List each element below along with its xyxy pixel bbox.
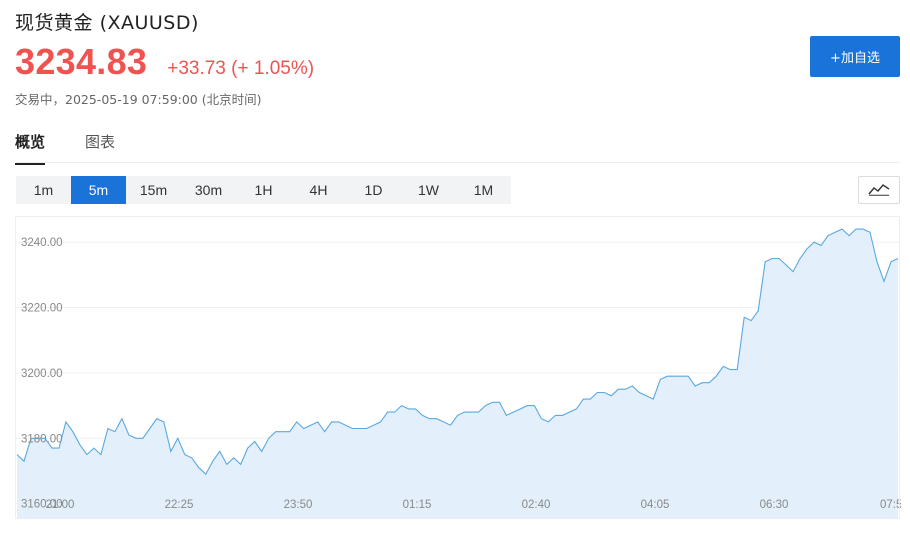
line-chart-icon — [868, 181, 890, 200]
tab-divider — [15, 162, 900, 163]
period-1h[interactable]: 1H — [254, 182, 273, 198]
period-4h[interactable]: 4H — [309, 182, 328, 198]
period-selector: 1m 5m 15m 30m 1H 4H 1D 1W 1M — [16, 176, 511, 204]
period-30m[interactable]: 30m — [194, 182, 223, 198]
tab-chart[interactable]: 图表 — [85, 133, 116, 151]
x-tick-label: 02:40 — [522, 499, 551, 511]
x-tick-label: 06:30 — [760, 499, 789, 511]
period-1m[interactable]: 1m — [33, 182, 54, 198]
y-tick-label: 3200.00 — [21, 368, 63, 380]
x-tick-label: 23:50 — [284, 499, 313, 511]
x-tick-label: 04:05 — [641, 499, 670, 511]
instrument-symbol: (XAUUSD) — [99, 12, 199, 34]
x-tick-label: 22:25 — [165, 499, 194, 511]
price-change: +33.73 (+ 1.05%) — [167, 58, 314, 80]
x-tick-label: 07:5 — [880, 499, 901, 511]
x-tick-label: 01:15 — [403, 499, 432, 511]
price-chart[interactable]: 3160.00 3180.00 3200.00 3220.00 3240.00 21:00… — [15, 216, 902, 520]
tab-bar: 概览 图表 — [15, 131, 155, 165]
price-line — [16, 228, 899, 476]
instrument-name: 现货黄金 — [15, 12, 94, 34]
last-price: 3234.83 — [15, 41, 148, 82]
chart-type-button[interactable] — [858, 176, 900, 204]
period-1w[interactable]: 1W — [418, 182, 439, 198]
y-tick-label: 3220.00 — [21, 303, 63, 315]
period-15m[interactable]: 15m — [139, 182, 168, 198]
y-tick-label: 3160.00 — [21, 499, 63, 511]
tab-overview[interactable]: 概览 — [15, 131, 46, 165]
trading-status: 交易中，2025-05-19 07:59:00 (北京时间) — [15, 92, 262, 107]
period-5m[interactable]: 5m — [71, 176, 126, 204]
instrument-title: 现货黄金 (XAUUSD) — [15, 8, 199, 35]
y-tick-label: 3180.00 — [21, 433, 63, 445]
price-row: 3234.83 +33.73 (+ 1.05%) — [15, 44, 314, 80]
price-area — [17, 229, 898, 519]
period-1mo[interactable]: 1M — [473, 182, 494, 198]
price-change-percent: (+ 1.05%) — [231, 58, 315, 79]
chart-frame — [15, 216, 900, 519]
y-tick-label: 3240.00 — [21, 237, 63, 249]
period-1d[interactable]: 1D — [364, 182, 383, 198]
add-to-watchlist-button[interactable]: +加自选 — [810, 36, 900, 77]
price-chart-svg: 3160.00 3180.00 3200.00 3220.00 3240.00 21:00… — [16, 228, 902, 519]
price-change-value: +33.73 — [167, 58, 226, 79]
x-tick-label: 21:00 — [46, 499, 75, 511]
